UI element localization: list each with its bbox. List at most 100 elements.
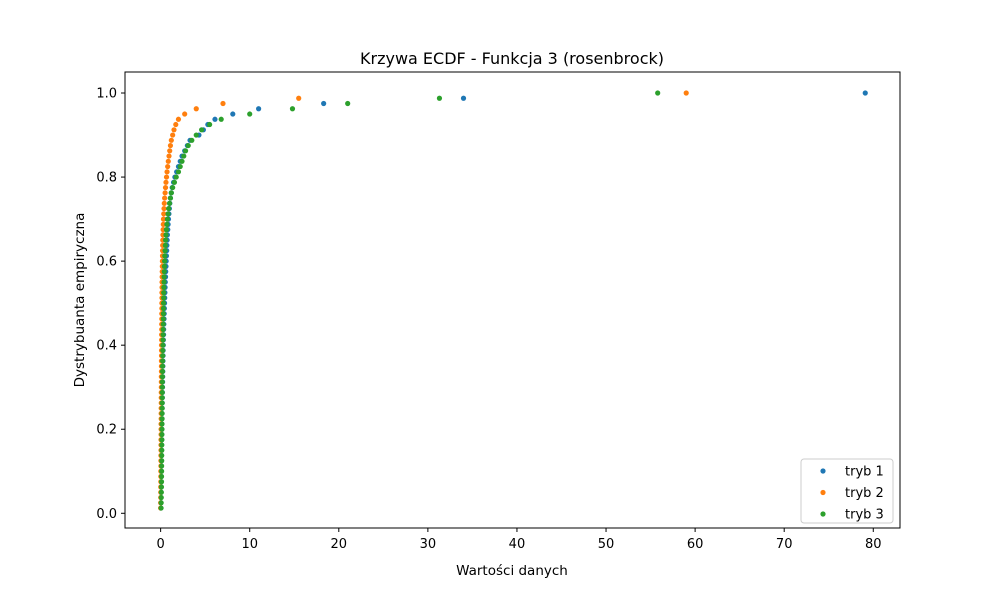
y-tick-label: 1.0 <box>96 87 117 102</box>
data-point <box>296 95 302 101</box>
data-point <box>170 132 176 138</box>
data-point <box>161 263 168 269</box>
data-point <box>162 184 169 191</box>
legend-label: tryb 3 <box>845 508 884 523</box>
data-point <box>160 216 167 222</box>
y-tick-label: 0.8 <box>96 171 117 186</box>
data-point <box>167 148 173 154</box>
data-point <box>862 90 868 96</box>
data-point <box>256 106 262 112</box>
legend-marker <box>820 511 826 517</box>
data-point <box>193 132 199 138</box>
y-tick-label: 0.6 <box>96 255 117 270</box>
data-point <box>170 184 176 191</box>
data-point <box>163 179 169 185</box>
data-point <box>159 410 165 417</box>
data-point <box>166 205 172 212</box>
data-point <box>163 174 170 180</box>
data-point <box>199 127 205 133</box>
data-point <box>162 253 168 259</box>
data-point <box>165 211 171 217</box>
data-point <box>160 305 167 312</box>
data-point <box>171 179 178 185</box>
data-point <box>159 463 165 469</box>
x-tick-label: 20 <box>331 537 348 552</box>
data-point <box>160 332 166 338</box>
data-point <box>230 111 236 117</box>
data-point <box>159 405 165 411</box>
legend-marker <box>820 489 826 496</box>
data-point <box>159 363 166 369</box>
data-point <box>158 505 164 511</box>
x-tick-label: 30 <box>420 537 437 552</box>
data-point <box>171 127 177 133</box>
data-point <box>158 489 164 495</box>
data-point <box>161 284 167 290</box>
data-point <box>165 163 171 170</box>
data-point <box>158 473 165 480</box>
data-point <box>159 374 166 380</box>
data-point <box>159 358 166 364</box>
y-tick-label: 0.0 <box>96 507 117 522</box>
data-points <box>158 90 868 511</box>
data-point <box>159 379 165 385</box>
data-point <box>160 321 166 327</box>
data-point <box>182 111 188 117</box>
plot-frame <box>124 71 901 529</box>
data-point <box>321 100 327 107</box>
data-point <box>161 274 167 280</box>
data-point <box>160 300 167 306</box>
data-point <box>189 137 195 143</box>
data-point <box>159 421 165 427</box>
legend-box <box>800 458 894 524</box>
data-point <box>160 347 166 354</box>
data-point <box>159 389 165 396</box>
data-point <box>173 174 179 180</box>
data-point <box>160 337 166 343</box>
data-point <box>158 479 165 485</box>
data-point <box>460 95 467 101</box>
data-point <box>159 426 165 432</box>
data-point <box>159 368 166 375</box>
data-point <box>162 242 168 248</box>
data-point <box>161 211 167 217</box>
x-tick-label: 50 <box>598 537 615 552</box>
data-point <box>182 148 189 154</box>
data-point <box>159 384 165 390</box>
data-point <box>160 221 166 227</box>
data-point <box>161 295 167 301</box>
data-point <box>158 494 164 501</box>
data-point <box>177 163 183 170</box>
data-point <box>159 458 165 464</box>
data-point <box>164 216 170 222</box>
data-point <box>161 205 167 212</box>
data-point <box>159 447 165 453</box>
data-point <box>162 190 168 196</box>
plot-background <box>125 72 900 528</box>
data-point <box>160 311 166 317</box>
y-tick-label: 0.4 <box>96 339 117 354</box>
data-point <box>345 100 351 107</box>
y-tick-label: 0.2 <box>96 423 117 438</box>
data-point <box>179 158 185 164</box>
data-point <box>160 353 166 359</box>
chart-title: Krzywa ECDF - Funkcja 3 (rosenbrock) <box>360 49 664 68</box>
data-point <box>207 121 213 128</box>
data-point <box>159 442 165 448</box>
x-axis-label: Wartości danych <box>456 563 568 579</box>
x-tick-label: 40 <box>509 537 526 552</box>
legend: tryb 1 tryb 2 tryb 3 <box>800 458 894 524</box>
data-point <box>166 200 173 206</box>
x-axis: 0 10 20 30 40 50 60 70 80 <box>156 528 882 552</box>
data-point <box>162 258 168 264</box>
data-point <box>436 95 443 101</box>
data-point <box>164 221 170 227</box>
data-point <box>158 500 164 506</box>
x-tick-label: 80 <box>865 537 882 552</box>
data-point <box>161 200 167 206</box>
data-point <box>212 116 218 122</box>
data-point <box>289 106 296 112</box>
data-point <box>173 121 179 128</box>
data-point <box>167 142 174 149</box>
